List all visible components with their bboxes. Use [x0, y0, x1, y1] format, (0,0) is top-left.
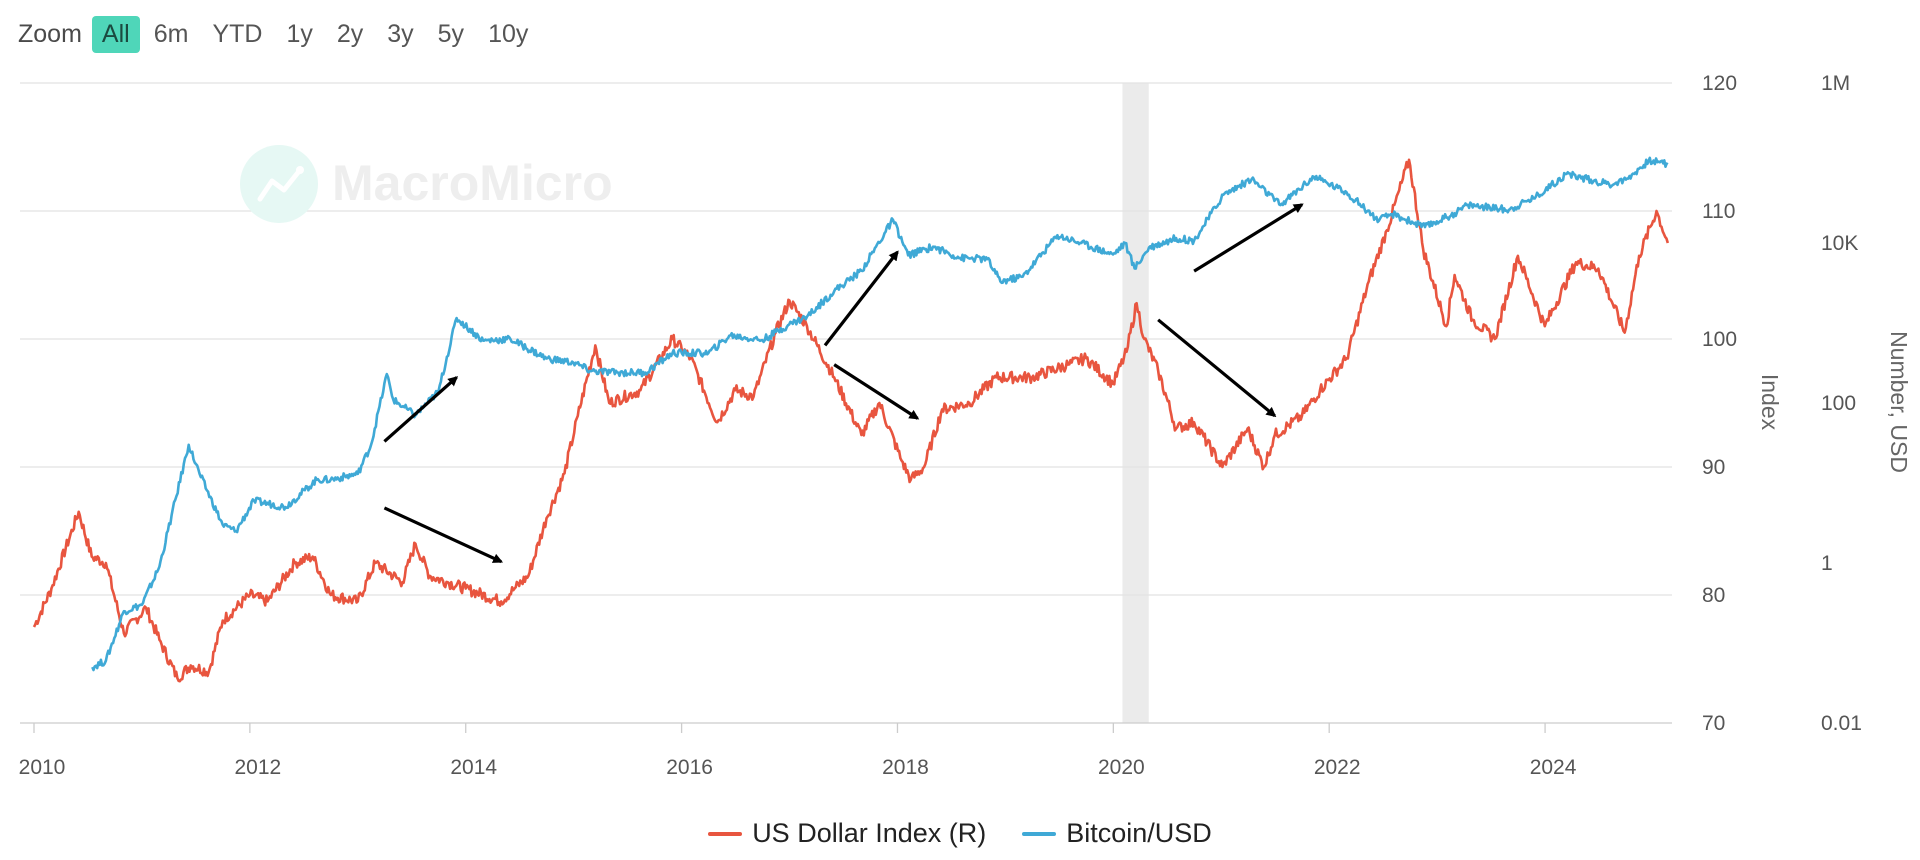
index-axis-tick: 100 [1702, 328, 1737, 351]
x-axis-tick-label: 2016 [666, 756, 713, 779]
recession-shade [1122, 83, 1149, 723]
x-axis-tick-label: 2014 [450, 756, 497, 779]
annotation-arrow [1193, 203, 1304, 273]
index-axis-tick: 110 [1702, 200, 1735, 223]
chart-area[interactable]: MacroMicro 70 80 90 100 110 120 0.01 1 100 10K 1M 2… [0, 0, 1920, 800]
watermark-logo: MacroMicro [240, 145, 613, 223]
x-axis-tick-label: 2012 [235, 756, 282, 779]
index-axis-tick: 80 [1702, 584, 1725, 607]
legend-label-btc: Bitcoin/USD [1066, 818, 1212, 848]
legend-item-btc[interactable]: Bitcoin/USD [1022, 818, 1212, 849]
index-axis-tick: 90 [1702, 456, 1725, 479]
annotation-arrow [383, 376, 459, 443]
number-axis-tick: 100 [1821, 392, 1856, 415]
series-line-dxy[interactable] [32, 158, 1670, 683]
zoom-label: Zoom [18, 19, 82, 48]
zoom-6m-button[interactable]: 6m [144, 16, 199, 53]
x-axis-tick-label: 2010 [19, 756, 66, 779]
zoom-3y-button[interactable]: 3y [377, 16, 423, 53]
zoom-all-button[interactable]: All [91, 15, 140, 53]
number-axis-tick: 1M [1821, 72, 1850, 95]
x-axis-tick-label: 2018 [882, 756, 929, 779]
legend-item-dxy[interactable]: US Dollar Index (R) [708, 818, 986, 849]
number-axis-tick: 0.01 [1821, 712, 1862, 735]
zoom-5y-button[interactable]: 5y [428, 16, 474, 53]
x-axis-tick-label: 2022 [1314, 756, 1361, 779]
number-axis-tick: 1 [1821, 552, 1833, 575]
annotation-arrow [823, 250, 899, 347]
zoom-10y-button[interactable]: 10y [478, 16, 538, 53]
right-axis-title-index: Index [1757, 374, 1783, 431]
index-axis-tick: 70 [1702, 712, 1725, 735]
legend: US Dollar Index (R) Bitcoin/USD [0, 818, 1920, 849]
x-axis-tick-label: 2020 [1098, 756, 1145, 779]
annotation-arrow [833, 363, 920, 420]
x-axis-tick-label: 2024 [1530, 756, 1577, 779]
legend-label-dxy: US Dollar Index (R) [752, 818, 987, 848]
annotation-arrow [383, 506, 504, 564]
series-line-btc[interactable] [91, 156, 1669, 672]
zoom-1y-button[interactable]: 1y [276, 16, 322, 53]
number-axis-tick: 10K [1821, 232, 1858, 255]
legend-swatch-btc [1022, 831, 1057, 836]
watermark-text: MacroMicro [332, 155, 613, 211]
annotation-arrow [1157, 318, 1277, 418]
legend-swatch-dxy [708, 831, 743, 836]
index-axis-tick: 120 [1702, 72, 1737, 95]
zoom-2y-button[interactable]: 2y [327, 16, 373, 53]
zoom-bar: Zoom All 6m YTD 1y 2y 3y 5y 10y [18, 14, 542, 54]
right-axis-title-number: Number, USD [1886, 331, 1912, 473]
zoom-ytd-button[interactable]: YTD [202, 16, 272, 53]
